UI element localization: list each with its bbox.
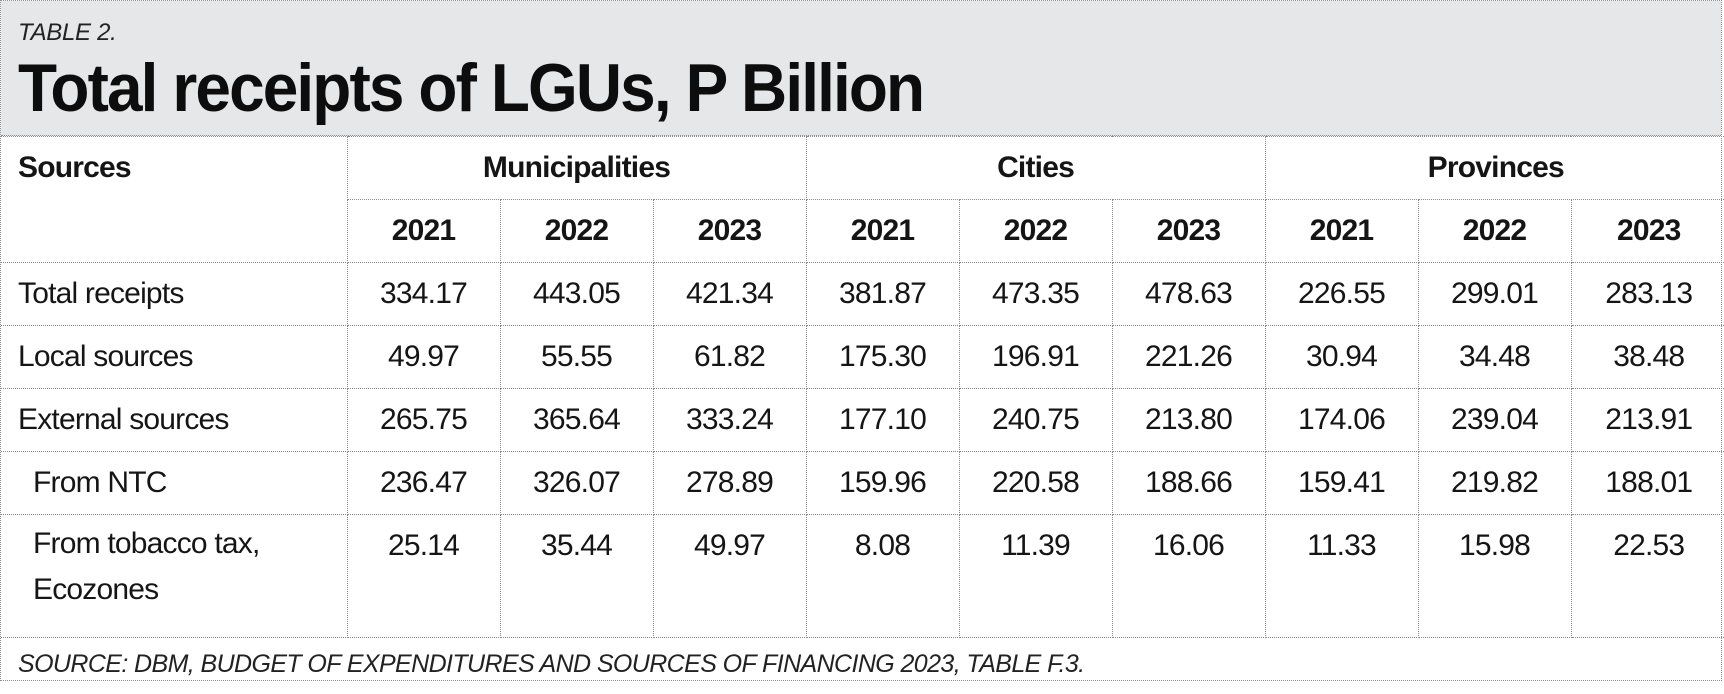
sources-header: Sources <box>1 136 348 263</box>
year-header: 2021 <box>805 199 960 263</box>
table-cell: 159.41 <box>1264 451 1419 515</box>
table-title: Total receipts of LGUs, P Billion <box>18 50 925 126</box>
group-header-cities: Cities <box>805 136 1266 200</box>
table-cell: 443.05 <box>499 262 654 326</box>
table-cell: 16.06 <box>1111 514 1266 638</box>
table-cell: 61.82 <box>652 325 807 389</box>
table-cell: 15.98 <box>1417 514 1572 638</box>
table-cell: 326.07 <box>499 451 654 515</box>
table-cell: 333.24 <box>652 388 807 452</box>
table-cell: 49.97 <box>346 325 501 389</box>
table-cell: 8.08 <box>805 514 960 638</box>
table-cell: 188.01 <box>1570 451 1724 515</box>
year-header: 2023 <box>652 199 807 263</box>
table-row: External sources 265.75 365.64 333.24 17… <box>1 388 1724 452</box>
table-row: Total receipts 334.17 443.05 421.34 381.… <box>1 262 1724 326</box>
table-cell: 473.35 <box>958 262 1113 326</box>
row-label: Local sources <box>1 325 348 389</box>
table-cell: 175.30 <box>805 325 960 389</box>
table-cell: 240.75 <box>958 388 1113 452</box>
row-label: External sources <box>1 388 348 452</box>
table-cell: 30.94 <box>1264 325 1419 389</box>
table-row: From NTC 236.47 326.07 278.89 159.96 220… <box>1 451 1724 515</box>
table-cell: 11.39 <box>958 514 1113 638</box>
table-cell: 365.64 <box>499 388 654 452</box>
table-cell: 213.91 <box>1570 388 1724 452</box>
table-cell: 265.75 <box>346 388 501 452</box>
table-cell: 226.55 <box>1264 262 1419 326</box>
table-header: TABLE 2. Total receipts of LGUs, P Billi… <box>1 1 1721 136</box>
table-cell: 236.47 <box>346 451 501 515</box>
year-header: 2022 <box>1417 199 1572 263</box>
table-cell: 25.14 <box>346 514 501 638</box>
table-cell: 220.58 <box>958 451 1113 515</box>
table-cell: 188.66 <box>1111 451 1266 515</box>
group-header-provinces: Provinces <box>1264 136 1724 200</box>
table-cell: 174.06 <box>1264 388 1419 452</box>
table-cell: 239.04 <box>1417 388 1572 452</box>
group-header-row: Sources Municipalities Cities Provinces <box>1 136 1724 263</box>
table-cell: 221.26 <box>1111 325 1266 389</box>
row-label: From NTC <box>1 451 348 515</box>
table-cell: 278.89 <box>652 451 807 515</box>
year-header: 2021 <box>1264 199 1419 263</box>
table-cell: 49.97 <box>652 514 807 638</box>
year-header: 2023 <box>1111 199 1266 263</box>
source-note: SOURCE: DBM, BUDGET OF EXPENDITURES AND … <box>18 650 1085 678</box>
row-label-line: Ecozones <box>33 573 159 606</box>
year-header: 2023 <box>1570 199 1724 263</box>
year-header: 2021 <box>346 199 501 263</box>
table-cell: 34.48 <box>1417 325 1572 389</box>
table-cell: 22.53 <box>1570 514 1724 638</box>
table-cell: 381.87 <box>805 262 960 326</box>
row-label-line: From tobacco tax, <box>33 527 260 560</box>
table-cell: 219.82 <box>1417 451 1572 515</box>
group-header-municipalities: Municipalities <box>346 136 807 200</box>
table-cell: 35.44 <box>499 514 654 638</box>
table-cell: 11.33 <box>1264 514 1419 638</box>
table-number: TABLE 2. <box>18 19 117 46</box>
table-cell: 283.13 <box>1570 262 1724 326</box>
table-cell: 159.96 <box>805 451 960 515</box>
row-label: Total receipts <box>1 262 348 326</box>
table-row: Local sources 49.97 55.55 61.82 175.30 1… <box>1 325 1724 389</box>
table-cell: 421.34 <box>652 262 807 326</box>
year-header: 2022 <box>958 199 1113 263</box>
table-cell: 177.10 <box>805 388 960 452</box>
year-header: 2022 <box>499 199 654 263</box>
table-cell: 299.01 <box>1417 262 1572 326</box>
table-cell: 334.17 <box>346 262 501 326</box>
row-label: From tobacco tax, Ecozones <box>1 514 348 638</box>
data-table: Sources Municipalities Cities Provinces … <box>1 136 1724 638</box>
table-cell: 38.48 <box>1570 325 1724 389</box>
table-row: From tobacco tax, Ecozones 25.14 35.44 49… <box>1 514 1724 638</box>
table-cell: 478.63 <box>1111 262 1266 326</box>
table-cell: 55.55 <box>499 325 654 389</box>
table-cell: 213.80 <box>1111 388 1266 452</box>
table-cell: 196.91 <box>958 325 1113 389</box>
